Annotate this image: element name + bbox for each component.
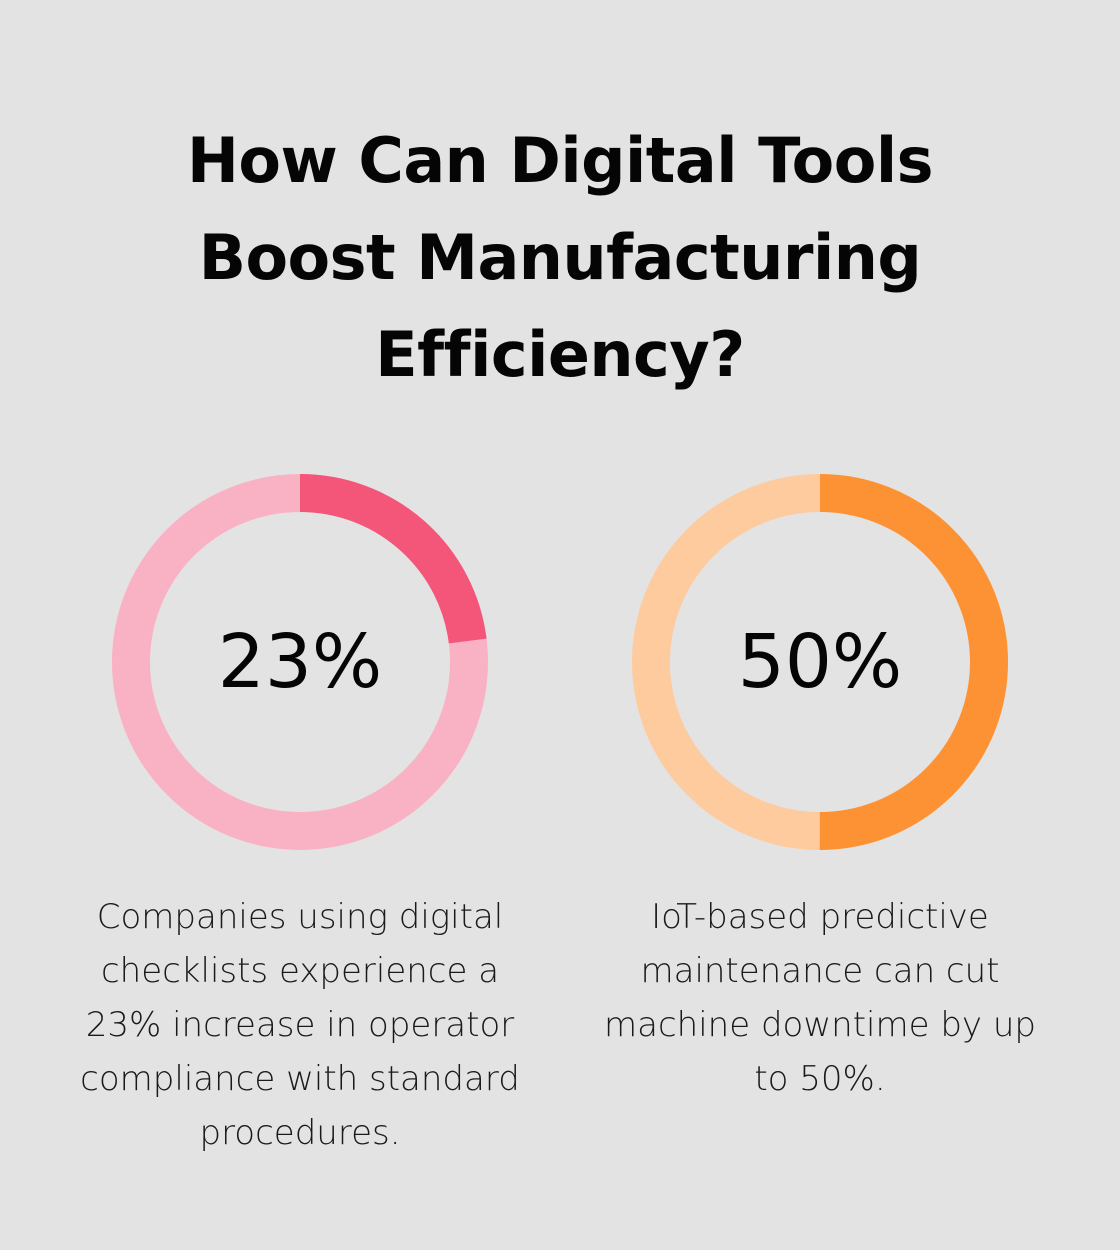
page-title: How Can Digital Tools Boost Manufacturin… <box>60 112 1060 403</box>
caption-line: maintenance can cut <box>640 951 1000 991</box>
caption-line: machine downtime by up <box>604 1005 1036 1045</box>
stat-card-downtime: 50% IoT-based predictive maintenance can… <box>570 470 1070 1190</box>
title-line: Boost Manufacturing <box>198 221 922 294</box>
donut-chart-svg <box>112 474 488 850</box>
stat-caption: IoT-based predictive maintenance can cut… <box>570 890 1070 1106</box>
caption-line: compliance with standard <box>80 1059 520 1099</box>
donut-value-arc <box>112 474 488 850</box>
stat-card-compliance: 23% Companies using digital checklists e… <box>50 470 550 1190</box>
caption-line: procedures. <box>199 1113 401 1153</box>
donut-value-arc <box>632 474 1008 850</box>
caption-line: Companies using digital <box>96 897 504 937</box>
title-line: How Can Digital Tools <box>187 124 933 197</box>
stat-caption: Companies using digital checklists exper… <box>50 890 550 1160</box>
caption-line: IoT-based predictive <box>651 897 989 937</box>
title-line: Efficiency? <box>375 318 745 391</box>
caption-line: to 50%. <box>754 1059 886 1099</box>
donut-chart: 23% <box>110 472 490 852</box>
donut-chart: 50% <box>630 472 1010 852</box>
donut-value-label: 23% <box>217 619 383 705</box>
caption-line: checklists experience a <box>100 951 500 991</box>
caption-line: 23% increase in operator <box>85 1005 515 1045</box>
donut-chart-svg <box>632 474 1008 850</box>
donut-value-label: 50% <box>737 619 903 705</box>
